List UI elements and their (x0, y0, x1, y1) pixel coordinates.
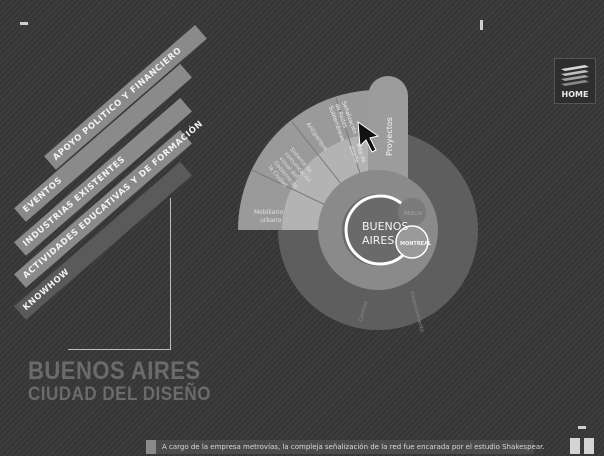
home-stack-icon (561, 65, 589, 86)
montreal-node[interactable] (395, 225, 429, 259)
top-left-dash (20, 22, 28, 25)
berlin-node[interactable] (398, 198, 426, 226)
caption-text: A cargo de la empresa metrovías, la comp… (162, 443, 545, 451)
proyectos-label: Proyectos (385, 117, 394, 156)
page-title-line1: BUENOS AIRES (28, 356, 201, 385)
sector-label-mobiliario-2: urbano (260, 217, 282, 224)
nav-panel-bottom-line (68, 349, 171, 350)
top-right-tick (480, 20, 483, 30)
center-label-line1: BUENOS (362, 220, 408, 233)
berlin-label: BERLIN (404, 211, 422, 217)
montreal-label: MONTREAL (400, 241, 432, 247)
home-button[interactable]: HOME (554, 58, 596, 104)
sector-label-mobiliario: Mobiliario (254, 209, 283, 216)
page-title-line2: CIUDAD DEL DISEÑO (28, 382, 211, 405)
center-arc (344, 194, 408, 266)
home-label: HOME (561, 90, 589, 99)
nav-panel-frame (170, 198, 171, 350)
cursor-arrow-icon (357, 120, 380, 153)
design-wheel: BUENOS AIRES BERLIN MONTREAL Proyectos M… (238, 76, 478, 334)
main-stage: APOYO POLITICO Y FINANCIERO EVENTOS INDU… (6, 6, 598, 454)
nav-prev-button[interactable] (570, 438, 580, 454)
center-disc[interactable] (342, 194, 414, 266)
sector-label-centros: Centros (358, 300, 369, 322)
caption-bar: A cargo de la empresa metrovías, la comp… (146, 440, 545, 454)
caption-left-square (146, 440, 156, 454)
center-label-line2: AIRES (362, 234, 394, 247)
nav-next-button[interactable] (584, 438, 594, 454)
bottom-right-dash (578, 426, 586, 429)
